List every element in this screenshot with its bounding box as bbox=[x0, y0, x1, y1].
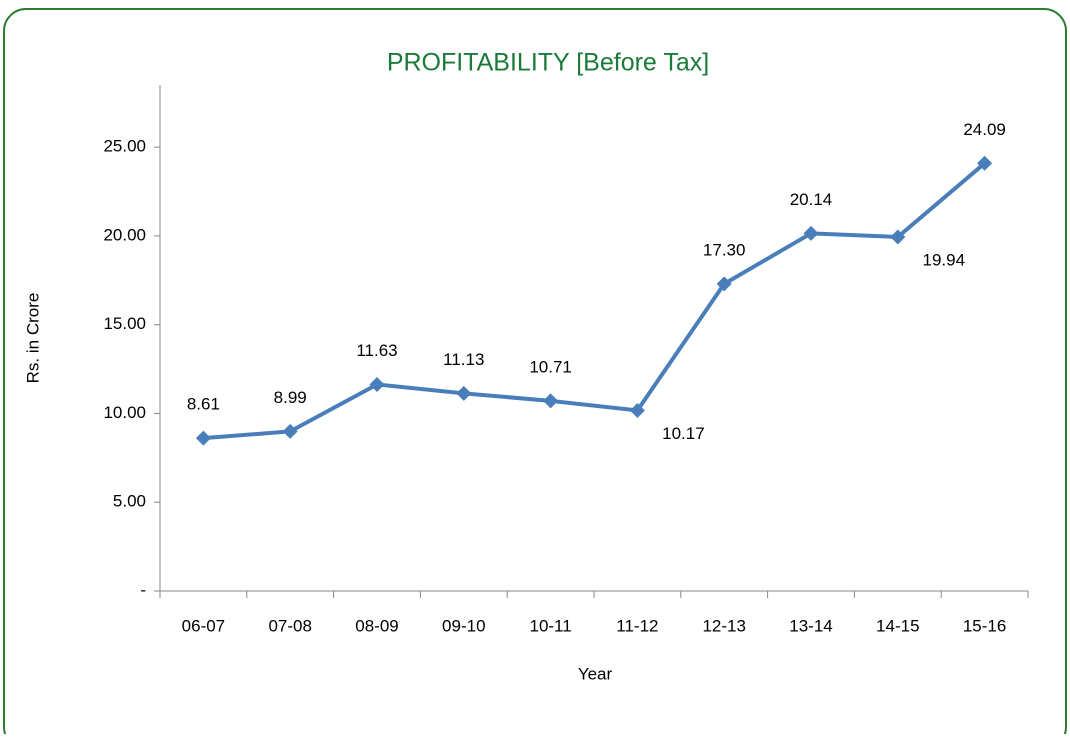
marker bbox=[977, 155, 993, 171]
x-axis-label: Year bbox=[578, 664, 613, 683]
data-label: 11.13 bbox=[443, 350, 484, 369]
y-tick-label: 10.00 bbox=[103, 403, 146, 422]
marker bbox=[716, 276, 732, 292]
data-label: 11.63 bbox=[356, 341, 397, 360]
y-tick-label: - bbox=[140, 580, 146, 599]
data-label: 24.09 bbox=[963, 120, 1006, 139]
marker bbox=[890, 229, 906, 245]
marker bbox=[195, 430, 211, 446]
y-tick-label: 25.00 bbox=[103, 137, 146, 156]
x-tick-label: 15-16 bbox=[963, 616, 1006, 635]
x-tick-label: 06-07 bbox=[182, 616, 225, 635]
marker bbox=[629, 402, 645, 418]
x-tick-label: 08-09 bbox=[355, 616, 398, 635]
frame bbox=[3, 8, 1067, 739]
y-tick-label: 5.00 bbox=[113, 492, 146, 511]
chart-title: PROFITABILITY [Before Tax] bbox=[387, 49, 709, 77]
data-label: 8.99 bbox=[274, 388, 307, 407]
marker bbox=[803, 225, 819, 241]
marker bbox=[543, 393, 559, 409]
data-label: 8.61 bbox=[187, 395, 220, 414]
y-tick-label: 15.00 bbox=[103, 314, 146, 333]
y-tick-label: 20.00 bbox=[103, 225, 146, 244]
marker bbox=[456, 385, 472, 401]
marker bbox=[282, 423, 298, 439]
x-tick-label: 13-14 bbox=[789, 616, 832, 635]
data-label: 19.94 bbox=[923, 250, 966, 269]
marker bbox=[369, 377, 385, 393]
data-label: 20.14 bbox=[790, 190, 833, 209]
y-axis-label: Rs. in Crore bbox=[23, 293, 42, 384]
line bbox=[203, 161, 986, 441]
data-label: 10.17 bbox=[662, 424, 705, 443]
x-tick-label: 11-12 bbox=[616, 616, 658, 635]
x-tick-label: 09-10 bbox=[442, 616, 485, 635]
data-label: 10.71 bbox=[529, 357, 572, 376]
x-tick-label: 10-11 bbox=[529, 616, 571, 635]
x-tick-label: 07-08 bbox=[268, 616, 311, 635]
x-tick-label: 14-15 bbox=[876, 616, 919, 635]
x-tick-label: 12-13 bbox=[702, 616, 745, 635]
data-label: 17.30 bbox=[703, 240, 746, 259]
